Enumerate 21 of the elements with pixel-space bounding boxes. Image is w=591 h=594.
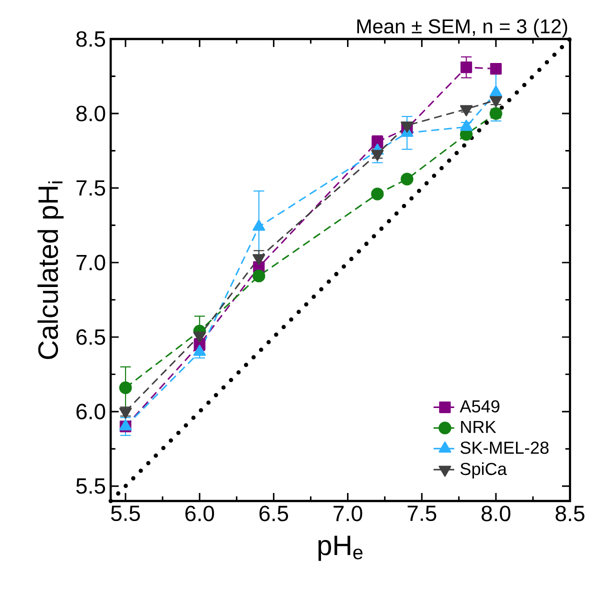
x-tick-label: 7.0 (334, 506, 362, 522)
legend-label: SK-MEL-28 (460, 442, 549, 454)
x-tick-label: 5.5 (111, 506, 140, 522)
y-tick-label: 8.0 (76, 106, 106, 122)
y-tick-label: 5.5 (76, 478, 106, 494)
y-axis-title: Calculated pH$_{i}$ (37, 182, 64, 360)
legend-label: SpiCa (460, 462, 507, 479)
x-tick-label: 8.0 (482, 506, 510, 522)
legend-label: NRK (461, 421, 496, 433)
x-tick-label: 6.5 (260, 506, 288, 522)
x-axis-title: pH$_{e}$ (318, 536, 362, 561)
legend-label: A549 (460, 400, 500, 413)
y-tick-label: 6.0 (76, 404, 106, 420)
x-tick-label: 7.5 (408, 506, 436, 522)
y-tick-label: 6.5 (76, 329, 106, 345)
y-tick-label: 7.0 (76, 254, 106, 270)
y-tick-label: 8.5 (76, 31, 106, 47)
x-tick-label: 6.0 (185, 506, 214, 522)
text: Mean ± SEM, n = 3 (12) (357, 18, 568, 38)
x-tick-label: 8.5 (556, 506, 584, 522)
y-tick-label: 7.5 (76, 180, 106, 196)
